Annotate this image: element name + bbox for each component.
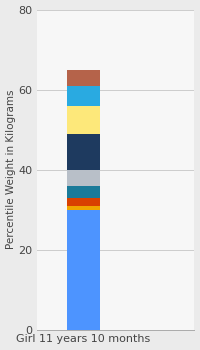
Bar xyxy=(67,210,100,330)
Bar xyxy=(67,106,100,134)
Bar xyxy=(67,186,100,197)
Y-axis label: Percentile Weight in Kilograms: Percentile Weight in Kilograms xyxy=(6,90,16,249)
Bar xyxy=(67,169,100,186)
Bar xyxy=(67,134,100,169)
Bar xyxy=(67,85,100,106)
Bar xyxy=(67,205,100,210)
Bar xyxy=(67,70,100,85)
Bar xyxy=(67,197,100,205)
